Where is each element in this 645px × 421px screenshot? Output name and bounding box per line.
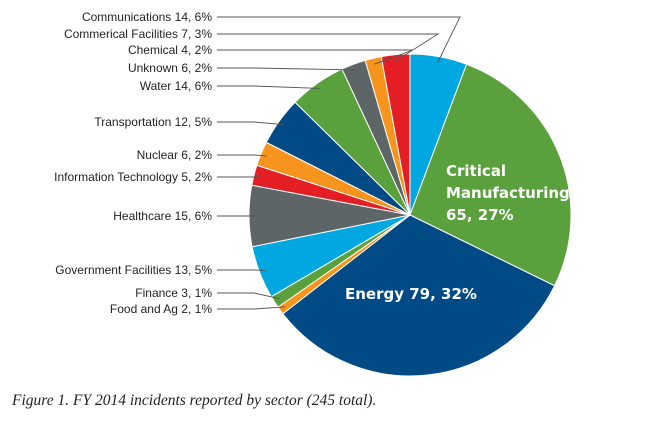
leader-line [217,85,321,89]
inner-label-critical-manufacturing-line2: Manufacturing [446,184,570,202]
inner-label-energy: Energy 79, 32% [345,285,477,303]
leader-line [217,306,286,310]
slice-label-healthcare: Healthcare 15, 6% [113,209,212,223]
inner-label-critical-manufacturing-line3: 65, 27% [446,206,514,224]
slice-label-transportation: Transportation 12, 5% [94,115,212,129]
slice-label-finance: Finance 3, 1% [135,286,212,300]
slice-label-communications: Communications 14, 6% [82,10,212,24]
slice-label-chemical: Chemical 4, 2% [128,43,212,57]
slice-label-information: Information Technology 5, 2% [54,170,212,184]
slice-label-unknown: Unknown 6, 2% [128,61,212,75]
slice-label-food: Food and Ag 2, 1% [110,302,212,316]
slice-label-government: Government Facilities 13, 5% [55,263,212,277]
leader-line [217,33,440,61]
leader-line [217,16,461,63]
figure-caption: Figure 1. FY 2014 incidents reported by … [12,392,377,409]
pie-slice-critical [409,63,572,287]
leader-line [217,67,356,71]
leader-line [217,154,267,157]
slice-label-water: Water 14, 6% [140,79,213,93]
pie-slice-energy [282,214,556,377]
slice-label-commerical: Commerical Facilities 7, 3% [64,27,212,41]
pie-slice-commerical [380,53,411,216]
slice-label-nuclear: Nuclear 6, 2% [137,148,213,162]
leader-line [217,292,280,300]
leader-line [217,121,285,126]
inner-label-critical-manufacturing-line1: Critical [446,162,506,180]
